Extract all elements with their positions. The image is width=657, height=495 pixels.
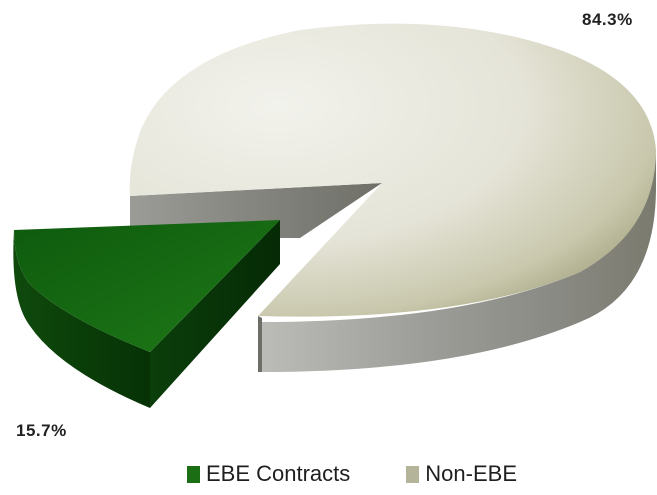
slice-non-ebe-top: [129, 23, 656, 317]
slice-non-ebe-side: [258, 150, 656, 372]
slice-ebe-side: [13, 230, 151, 408]
legend-swatch-ebe-contracts: [187, 465, 200, 483]
legend-item-ebe-contracts: EBE Contracts: [187, 461, 350, 487]
legend-item-non-ebe: Non-EBE: [406, 461, 517, 487]
data-label-ebe-contracts: 15.7%: [16, 421, 67, 440]
slice-ebe-front: [150, 220, 280, 408]
slice-ebe-contracts: [13, 220, 280, 408]
slice-non-ebe-cut-wall: [258, 316, 262, 372]
legend-swatch-non-ebe: [406, 465, 420, 483]
slice-ebe-top: [14, 220, 280, 352]
legend-label-non-ebe: Non-EBE: [425, 461, 517, 486]
legend-label-ebe-contracts: EBE Contracts: [206, 461, 351, 486]
data-label-non-ebe: 84.3%: [582, 10, 633, 29]
chart-legend: EBE Contracts Non-EBE: [187, 459, 517, 489]
slice-non-ebe: [129, 23, 656, 372]
